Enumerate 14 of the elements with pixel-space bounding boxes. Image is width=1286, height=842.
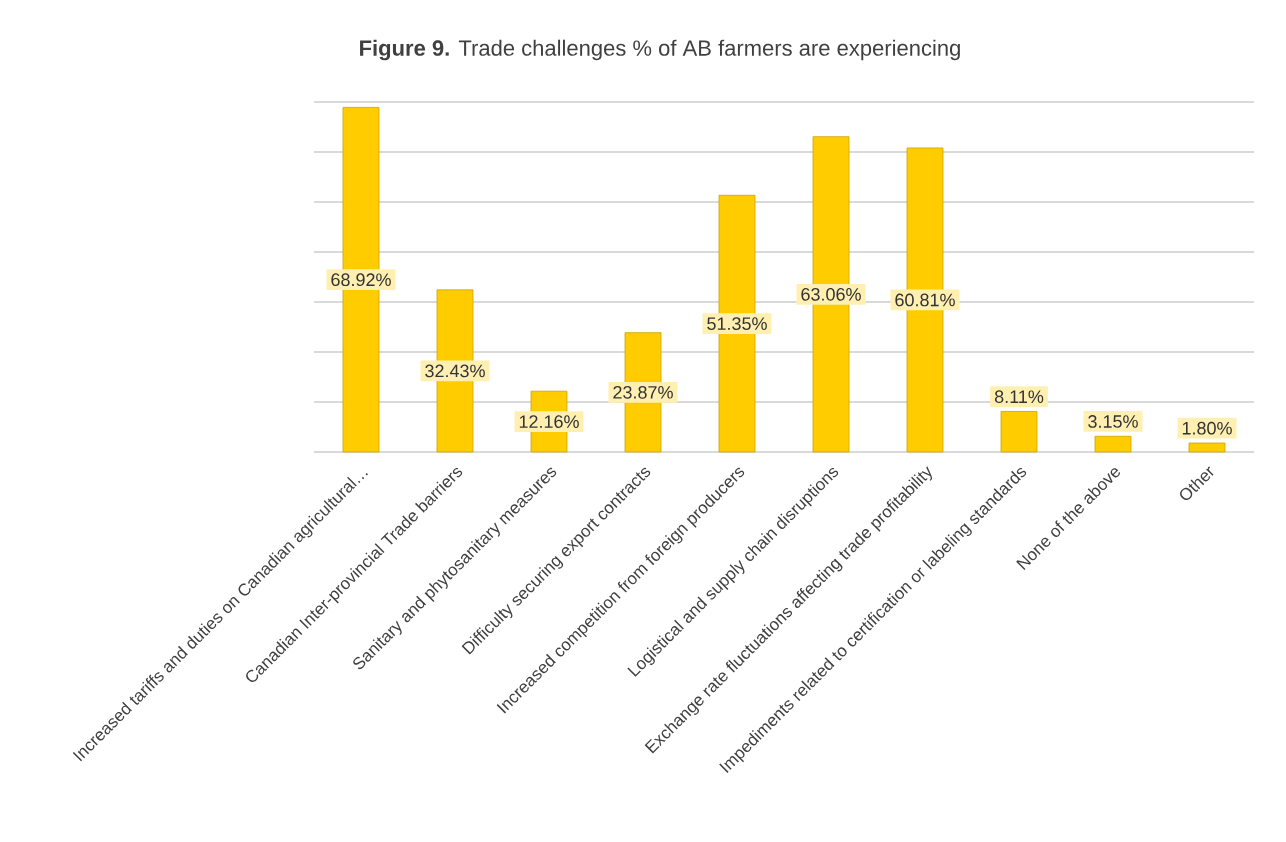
bar — [1094, 435, 1132, 453]
data-label: 23.87% — [613, 385, 673, 399]
bar — [1188, 442, 1226, 453]
data-label: 12.16% — [519, 415, 579, 428]
data-label: 60.81% — [895, 293, 955, 307]
chart-title: Figure 9. Trade challenges % of AB farmers are experiencing — [360, 39, 960, 61]
data-label: 68.92% — [331, 273, 391, 287]
data-label: 1.80% — [1182, 421, 1232, 435]
data-label: 51.35% — [707, 317, 767, 331]
data-label: 63.06% — [801, 287, 861, 301]
data-label: 3.15% — [1088, 415, 1138, 428]
data-label: 32.43% — [425, 364, 485, 378]
bar — [1000, 411, 1038, 453]
data-label: 8.11% — [994, 390, 1044, 404]
